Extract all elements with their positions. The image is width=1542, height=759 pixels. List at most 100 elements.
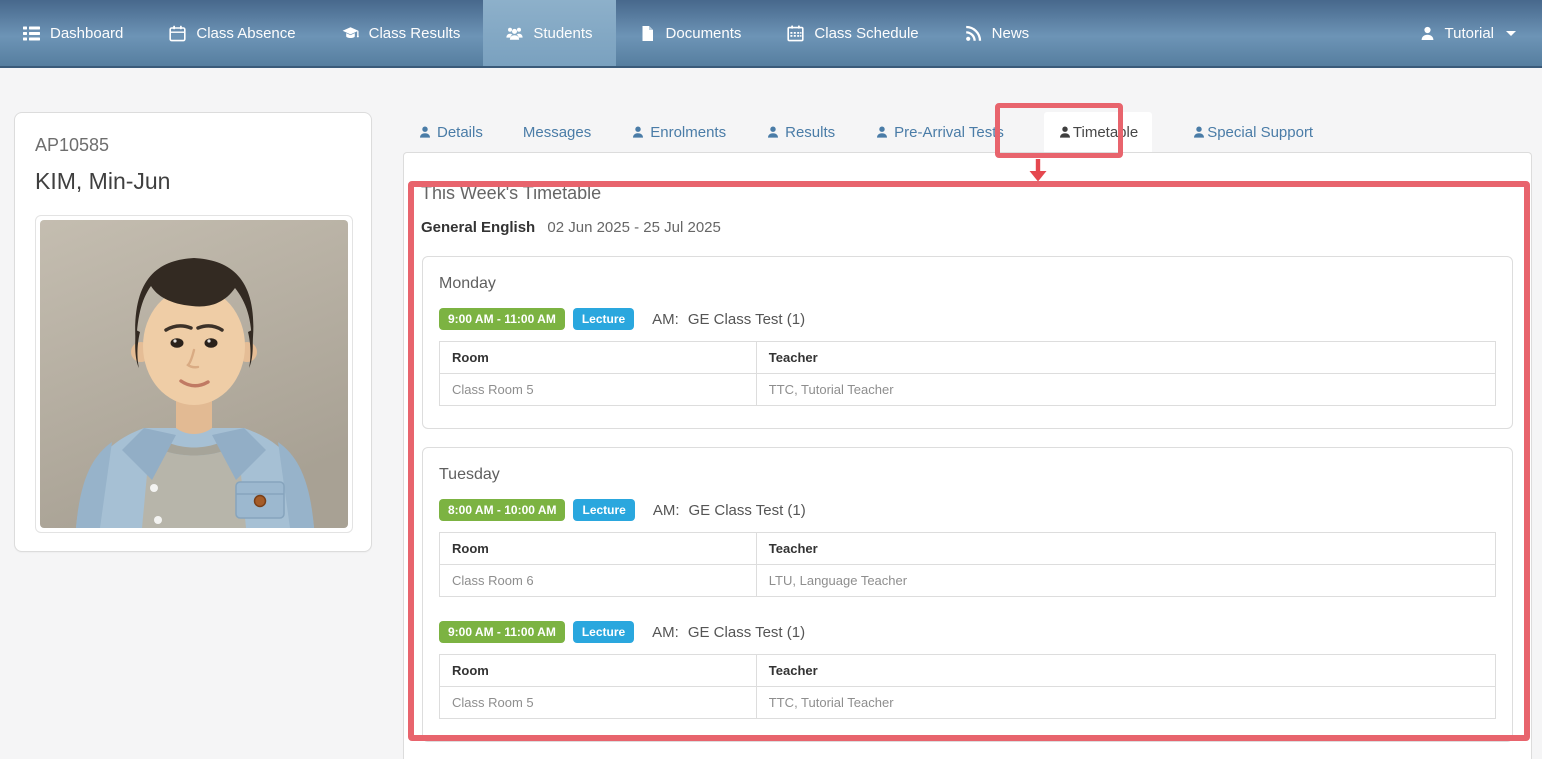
teacher-cell: LTU, Language Teacher — [755, 564, 1497, 597]
tab-special-support[interactable]: Special Support — [1192, 112, 1313, 152]
room-header: Room — [439, 341, 757, 374]
person-icon — [631, 125, 645, 139]
session-table: Room Teacher Class Room 6 LTU, Language … — [439, 532, 1497, 597]
rss-icon — [965, 25, 982, 42]
timetable-panel: This Week's Timetable General English 02… — [403, 152, 1532, 759]
nav-item-news[interactable]: News — [942, 0, 1053, 66]
session-title: GE Class Test (1) — [687, 310, 806, 328]
user-icon — [1419, 25, 1436, 42]
course-row: General English 02 Jun 2025 - 25 Jul 202… — [421, 219, 1515, 236]
course-name: General English — [421, 219, 536, 236]
tab-label: Messages — [522, 123, 592, 141]
session-table: Room Teacher Class Room 5 TTC, Tutorial … — [439, 341, 1497, 406]
table-header-row: Room Teacher — [439, 532, 1497, 565]
tab-label: Pre-Arrival Tests — [894, 123, 1004, 141]
nav-label: News — [991, 24, 1030, 42]
time-badge: 9:00 AM - 11:00 AM — [439, 308, 565, 330]
time-badge: 8:00 AM - 10:00 AM — [439, 499, 566, 521]
student-card: AP10585 KIM, Min-Jun — [14, 112, 372, 552]
table-header-row: Room Teacher — [439, 654, 1497, 687]
person-icon — [1058, 125, 1072, 139]
tab-label: Enrolments — [650, 123, 727, 141]
nav-label: Class Absence — [196, 24, 296, 42]
nav-label: Documents — [665, 24, 742, 42]
list-icon — [23, 25, 40, 42]
type-badge: Lecture — [572, 621, 635, 643]
student-tabs: Details Messages Enrolments Results Pre-… — [403, 112, 1542, 152]
teacher-cell: TTC, Tutorial Teacher — [755, 686, 1497, 719]
table-header-row: Room Teacher — [439, 341, 1497, 374]
student-photo — [35, 215, 353, 533]
teacher-header: Teacher — [755, 654, 1497, 687]
tab-messages[interactable]: Messages — [523, 112, 591, 152]
person-icon — [875, 125, 889, 139]
table-row: Class Room 6 LTU, Language Teacher — [439, 564, 1497, 597]
person-icon — [1192, 125, 1206, 139]
type-badge: Lecture — [572, 308, 635, 330]
session-block: 8:00 AM - 10:00 AM Lecture AM: GE Class … — [439, 499, 1497, 597]
session-title: GE Class Test (1) — [688, 501, 806, 519]
nav-item-class-schedule[interactable]: Class Schedule — [764, 0, 941, 66]
session-period: AM: — [652, 310, 679, 328]
person-icon — [418, 125, 432, 139]
nav-label: Dashboard — [50, 24, 124, 42]
tab-timetable[interactable]: Timetable — [1043, 112, 1153, 152]
room-header: Room — [439, 654, 757, 687]
tab-label: Timetable — [1072, 123, 1139, 141]
tab-pre-arrival-tests[interactable]: Pre-Arrival Tests — [875, 112, 1004, 152]
course-date-range: 02 Jun 2025 - 25 Jul 2025 — [547, 219, 721, 236]
tab-label: Details — [437, 123, 483, 141]
room-header: Room — [439, 532, 757, 565]
session-table: Room Teacher Class Room 5 TTC, Tutorial … — [439, 654, 1497, 719]
top-navbar: Dashboard Class Absence Class Results St… — [0, 0, 1542, 68]
nav-label: Class Schedule — [814, 24, 919, 42]
session-row: 9:00 AM - 11:00 AM Lecture AM: GE Class … — [439, 621, 1496, 643]
room-cell: Class Room 6 — [439, 564, 757, 597]
teacher-cell: TTC, Tutorial Teacher — [755, 373, 1497, 406]
nav-label: Students — [533, 24, 593, 42]
calendar-grid-icon — [787, 24, 805, 42]
session-row: 9:00 AM - 11:00 AM Lecture AM: GE Class … — [439, 308, 1496, 330]
chevron-down-icon — [1506, 30, 1516, 36]
time-badge: 9:00 AM - 11:00 AM — [439, 621, 565, 643]
nav-item-dashboard[interactable]: Dashboard — [0, 0, 146, 66]
tab-label: Results — [785, 123, 836, 141]
teacher-header: Teacher — [755, 341, 1497, 374]
nav-item-students[interactable]: Students — [483, 0, 616, 66]
nav-item-class-results[interactable]: Class Results — [319, 0, 484, 66]
student-photo-illustration — [40, 220, 348, 528]
nav-item-class-absence[interactable]: Class Absence — [146, 0, 318, 66]
room-cell: Class Room 5 — [439, 373, 757, 406]
user-menu[interactable]: Tutorial — [1393, 0, 1542, 66]
day-card-tuesday: Tuesday 8:00 AM - 10:00 AM Lecture AM: G… — [422, 447, 1513, 742]
day-name: Tuesday — [439, 466, 500, 483]
tab-enrolments[interactable]: Enrolments — [631, 112, 726, 152]
timetable-title: This Week's Timetable — [421, 183, 602, 203]
graduation-cap-icon — [342, 25, 359, 42]
session-row: 8:00 AM - 10:00 AM Lecture AM: GE Class … — [439, 499, 1496, 521]
student-id: AP10585 — [35, 135, 110, 155]
person-icon — [766, 125, 780, 139]
nav-item-documents[interactable]: Documents — [616, 0, 765, 66]
day-card-monday: Monday 9:00 AM - 11:00 AM Lecture AM: GE… — [422, 256, 1513, 429]
type-badge: Lecture — [573, 499, 635, 521]
student-name: KIM, Min-Jun — [35, 168, 171, 194]
session-period: AM: — [652, 623, 679, 641]
teacher-header: Teacher — [755, 532, 1497, 565]
session-block: 9:00 AM - 11:00 AM Lecture AM: GE Class … — [439, 621, 1497, 719]
session-title: GE Class Test (1) — [687, 623, 806, 641]
document-icon — [639, 25, 656, 42]
user-menu-label: Tutorial — [1444, 24, 1494, 42]
day-name: Monday — [439, 275, 496, 292]
tab-details[interactable]: Details — [418, 112, 483, 152]
table-row: Class Room 5 TTC, Tutorial Teacher — [439, 686, 1497, 719]
tab-results[interactable]: Results — [766, 112, 835, 152]
nav-label: Class Results — [368, 24, 461, 42]
users-icon — [506, 25, 523, 42]
tab-label: Special Support — [1207, 123, 1314, 141]
room-cell: Class Room 5 — [439, 686, 757, 719]
session-block: 9:00 AM - 11:00 AM Lecture AM: GE Class … — [439, 308, 1497, 406]
session-period: AM: — [652, 501, 680, 519]
calendar-icon — [169, 25, 186, 42]
